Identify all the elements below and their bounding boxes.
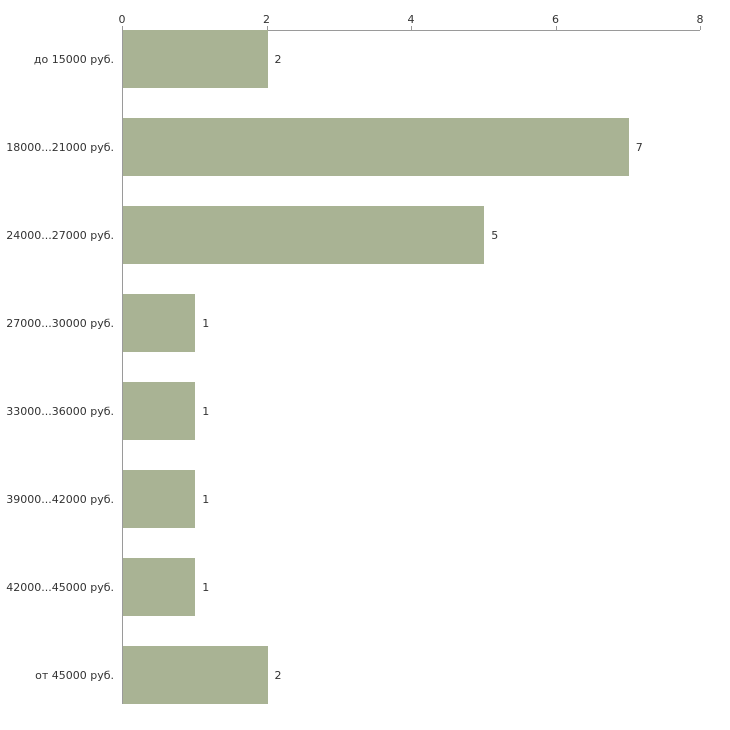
category-label: 18000...21000 руб. xyxy=(6,140,114,154)
category-label: от 45000 руб. xyxy=(35,668,114,682)
x-tick-mark xyxy=(122,26,123,30)
value-label: 2 xyxy=(274,52,282,66)
bar-row: 27000...30000 руб. 1 xyxy=(0,294,730,352)
bar xyxy=(123,206,485,264)
value-label: 1 xyxy=(202,404,210,418)
bar-area: 1 xyxy=(123,294,701,352)
category-label: 39000...42000 руб. xyxy=(6,492,114,506)
bar-row: 24000...27000 руб. 5 xyxy=(0,206,730,264)
bars-container: до 15000 руб. 2 18000...21000 руб. 7 24000..… xyxy=(0,30,730,704)
bar xyxy=(123,558,196,616)
bar xyxy=(123,470,196,528)
x-axis-line xyxy=(122,30,700,31)
bar-area: 1 xyxy=(123,382,701,440)
category-label: 33000...36000 руб. xyxy=(6,404,114,418)
bar-row: 33000...36000 руб. 1 xyxy=(0,382,730,440)
value-label: 7 xyxy=(635,140,643,154)
bar-area: 5 xyxy=(123,206,701,264)
bar-row: 42000...45000 руб. 1 xyxy=(0,558,730,616)
value-label: 1 xyxy=(202,580,210,594)
x-tick-label: 4 xyxy=(407,13,415,26)
value-label: 2 xyxy=(274,668,282,682)
bar xyxy=(123,382,196,440)
x-tick-mark xyxy=(266,26,268,30)
category-label: 42000...45000 руб. xyxy=(6,580,114,594)
bar-row: 39000...42000 руб. 1 xyxy=(0,470,730,528)
bar-area: 2 xyxy=(123,646,701,704)
bar-row: 18000...21000 руб. 7 xyxy=(0,118,730,176)
bar-area: 1 xyxy=(123,470,701,528)
bar-row: до 15000 руб. 2 xyxy=(0,30,730,88)
x-tick-mark xyxy=(411,26,412,30)
bar xyxy=(123,646,268,704)
bar xyxy=(123,30,268,88)
bar-area: 7 xyxy=(123,118,701,176)
x-tick-mark xyxy=(700,26,701,30)
bar-area: 2 xyxy=(123,30,701,88)
x-tick-mark xyxy=(555,26,557,30)
bar-area: 1 xyxy=(123,558,701,616)
bar-row: от 45000 руб. 2 xyxy=(0,646,730,704)
x-tick-label: 6 xyxy=(552,13,559,26)
value-label: 5 xyxy=(491,228,499,242)
x-tick-label: 8 xyxy=(696,13,704,26)
value-label: 1 xyxy=(202,316,210,330)
category-label: до 15000 руб. xyxy=(33,52,114,66)
value-label: 1 xyxy=(202,492,210,506)
x-tick-label: 0 xyxy=(118,13,126,26)
bar xyxy=(123,118,629,176)
y-axis-line xyxy=(122,30,123,704)
bar xyxy=(123,294,196,352)
category-label: 24000...27000 руб. xyxy=(6,228,114,242)
x-tick-label: 2 xyxy=(263,13,270,26)
category-label: 27000...30000 руб. xyxy=(6,316,114,330)
